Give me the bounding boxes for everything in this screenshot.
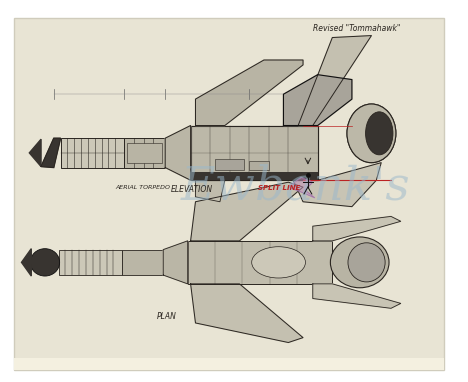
Polygon shape	[313, 284, 401, 308]
Polygon shape	[41, 138, 60, 168]
Bar	[58, 250, 122, 275]
Text: SPLIT LINE: SPLIT LINE	[258, 185, 300, 191]
Ellipse shape	[347, 104, 396, 163]
Polygon shape	[190, 182, 303, 241]
Bar	[188, 241, 332, 284]
Text: Revised "Tommahawk": Revised "Tommahawk"	[313, 24, 400, 33]
Polygon shape	[288, 177, 315, 198]
Text: AERIAL TORPEDO: AERIAL TORPEDO	[115, 185, 170, 190]
Polygon shape	[22, 249, 31, 276]
Text: ELEVATION: ELEVATION	[171, 185, 213, 194]
Bar	[122, 250, 163, 275]
Polygon shape	[29, 139, 41, 167]
Bar	[190, 172, 318, 180]
Polygon shape	[190, 284, 303, 343]
Ellipse shape	[347, 104, 396, 163]
Ellipse shape	[30, 249, 59, 276]
Polygon shape	[196, 180, 225, 202]
Bar	[190, 126, 318, 180]
Bar	[190, 126, 318, 180]
Ellipse shape	[366, 112, 393, 155]
Ellipse shape	[348, 243, 385, 282]
FancyBboxPatch shape	[14, 358, 444, 370]
Ellipse shape	[252, 247, 306, 278]
Bar	[60, 138, 124, 168]
Polygon shape	[293, 163, 381, 207]
Polygon shape	[163, 241, 188, 284]
Polygon shape	[165, 126, 190, 180]
Polygon shape	[284, 75, 352, 126]
Bar	[124, 138, 165, 168]
Text: PLAN: PLAN	[156, 312, 176, 321]
Polygon shape	[196, 60, 303, 126]
FancyBboxPatch shape	[14, 18, 444, 370]
Polygon shape	[313, 217, 401, 241]
Polygon shape	[298, 36, 372, 126]
Text: Ewbank's: Ewbank's	[181, 165, 410, 210]
Bar	[215, 159, 244, 170]
Bar	[249, 161, 269, 170]
Ellipse shape	[330, 237, 389, 288]
Bar	[127, 143, 162, 163]
